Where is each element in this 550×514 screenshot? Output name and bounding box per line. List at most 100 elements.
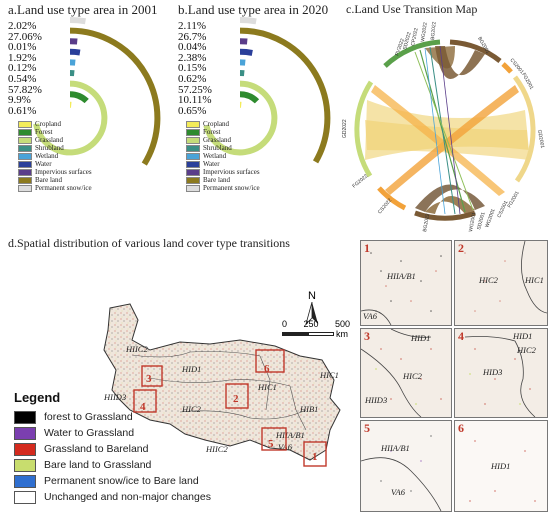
inset-6-label-0: HID1 (491, 461, 511, 471)
zone-border-4 (259, 355, 271, 411)
inset-5-number: 5 (364, 421, 370, 435)
legend-b-impervious: Impervious surfaces (186, 168, 260, 176)
legend-item-water-grass: Water to Grassland (14, 425, 211, 441)
legend-item-unchanged: Unchanged and non-major changes (14, 489, 211, 505)
swatch-b-forest (186, 128, 200, 136)
map-box-3-label: 3 (146, 373, 152, 385)
zone-label-5: HIB1 (299, 404, 318, 414)
map-box-3 (141, 365, 163, 387)
swatch-bare-grass (14, 458, 36, 472)
swatch-forest (18, 128, 32, 136)
swatch-snow-bare (14, 474, 36, 488)
panel-a-bar-0 (69, 17, 86, 25)
chord-label-3: GD2001 (536, 129, 545, 149)
chord-label-9: BG2022 (422, 213, 431, 232)
legend-item-grass-bare: Grassland to Bareland (14, 441, 211, 457)
inset-2-label-0: HIC2 (479, 275, 498, 285)
panel-b-pct-1: 26.7% (178, 30, 207, 43)
legend-wetland: Wetland (18, 152, 92, 160)
panel-b-pct-8: 0.65% (178, 104, 207, 117)
chord-label-8: WG2001 (468, 212, 477, 233)
swatch-snow (18, 184, 32, 192)
legend-shrubland: Shrubland (18, 144, 92, 152)
map-box-5-label: 5 (268, 438, 274, 450)
map-box-6 (255, 349, 285, 373)
inset-5-label-1: VA6 (391, 487, 406, 497)
legend-item-snow-bare: Permanent snow/ice to Bare land (14, 473, 211, 489)
legend-b-bareland: Bare land (186, 176, 260, 184)
legend-b-forest: Forest (186, 128, 260, 136)
panel-a-pct-0: 2.02% (8, 20, 37, 32)
panel-b-legend: Cropland Forest Grassland Shrubland Wetl… (186, 120, 260, 192)
map-box-6-label: 6 (264, 363, 270, 375)
swatch-shrubland (18, 144, 32, 152)
ribbon-purple-1 (439, 45, 461, 215)
inset-3-label-0: HID1 (411, 333, 431, 343)
inset-4-number: 4 (458, 329, 464, 343)
legend-title: Legend (14, 390, 61, 405)
chord-label-1: CS2001 (508, 57, 524, 75)
swatch-b-cropland (186, 120, 200, 128)
chord-label-13: PV2022 (394, 38, 406, 57)
chord-label-15: CP2022 (410, 27, 420, 46)
legend-b-wetland: Wetland (186, 152, 260, 160)
swatch-wetland (18, 152, 32, 160)
swatch-water-grass (14, 426, 36, 440)
inset-3-label-2: HIID3 (365, 395, 388, 405)
zone-label-6: HIC1 (319, 370, 339, 380)
chord-label-16: WG2022 (420, 22, 429, 43)
zone-label-4: HIID3 (103, 392, 126, 402)
panel-a-pct-6: 57.82% (8, 83, 42, 96)
panel-b-pct-7: 10.11% (178, 94, 212, 107)
swatch-water (18, 160, 32, 168)
north-label: N (308, 290, 316, 302)
panel-b-pct-6: 57.25% (178, 83, 212, 96)
legend-b-grassland: Grassland (186, 136, 260, 144)
plateau-outline (103, 303, 341, 461)
map-box-4 (133, 389, 157, 413)
panel-b-pct-4: 0.15% (178, 62, 207, 75)
arc-grassland-right (513, 75, 536, 183)
plateau-map: HIIC2 HID1 HIC1 HIC2 HIID3 HIB1 HIC1 HII… (103, 303, 341, 467)
inset-grid: 1 HIIA/B1 VA6 2 HIC2 HIC1 3 HID1 HIC2 HI… (360, 240, 548, 512)
chord-label-7: SD2001 (476, 211, 487, 230)
scale-250: 250 (303, 319, 319, 329)
legend-snow: Permanent snow/ice (18, 184, 92, 192)
legend-b-water: Water (186, 160, 260, 168)
panel-b-pct-3: 2.38% (178, 51, 207, 64)
swatch-bareland (18, 176, 32, 184)
zone-label-0: HIIC2 (125, 344, 148, 354)
map-box-1-label: 1 (312, 451, 318, 463)
map-box-5 (261, 427, 287, 451)
panel-b-bar-3 (239, 48, 253, 56)
legend-item-forest-grass: forest to Grassland (14, 409, 211, 425)
panel-b-bar-7 (239, 91, 260, 104)
chord-label-11: FG2022 (351, 173, 369, 189)
inset-3-number: 3 (364, 329, 370, 343)
panel-b-bar-6 (203, 80, 278, 156)
scale-500: 500 (334, 319, 350, 329)
inset-1-number: 1 (364, 241, 370, 255)
ribbon-orange-1 (385, 85, 519, 195)
ribbon-blue-1 (424, 47, 446, 215)
swatch-forest-grass (14, 410, 36, 424)
panel-a-bar-1 (69, 27, 161, 166)
panel-a-pct-1: 27.06% (8, 30, 42, 43)
ribbon-green-2 (429, 46, 456, 215)
panel-a-pct-4: 0.12% (8, 62, 37, 75)
north-arrow-icon (305, 301, 318, 326)
inset-1-label-0: HIIA/B1 (387, 271, 416, 281)
legend-b-shrubland: Shrubland (186, 144, 260, 152)
panel-a-title: a.Land use type area in 2001 (8, 2, 158, 17)
chord-label-5: CS2001 (496, 200, 509, 219)
swatch-grassland (18, 136, 32, 144)
panel-a-pct-8: 0.61% (8, 104, 37, 117)
arc-bareland-top (449, 39, 502, 63)
zone-border-1 (131, 351, 261, 358)
chord-diagram: BG2001 CS2001 FG2001 GD2001 FG2001 CS200… (342, 21, 545, 233)
legend-grassland: Grassland (18, 136, 92, 144)
swatch-impervious (18, 168, 32, 176)
inset-1: 1 HIIA/B1 VA6 (360, 240, 452, 326)
ribbon-bareland-1 (435, 46, 485, 80)
swatch-b-shrubland (186, 144, 200, 152)
